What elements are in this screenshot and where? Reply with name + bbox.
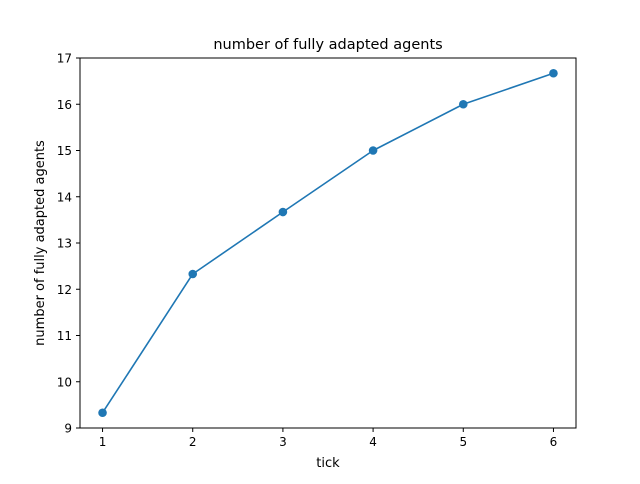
data-point <box>549 68 558 78</box>
x-tick-label: 5 <box>459 435 467 449</box>
y-tick-label: 9 <box>64 422 72 436</box>
y-tick-label: 11 <box>57 329 72 343</box>
data-point <box>278 207 288 217</box>
x-tick-label: 4 <box>369 435 377 449</box>
x-tick-label: 6 <box>550 435 558 449</box>
x-tick-label: 3 <box>279 435 287 449</box>
x-axis-label: tick <box>316 456 340 471</box>
data-point <box>458 99 468 109</box>
data-point <box>368 146 378 155</box>
y-axis-label: number of fully adapted agents <box>33 140 48 346</box>
data-point <box>98 408 107 418</box>
axes-frame <box>79 57 577 429</box>
y-tick-label: 16 <box>57 98 72 112</box>
x-tick-label: 1 <box>99 435 107 449</box>
y-tick-label: 10 <box>57 375 72 389</box>
x-tick-label: 2 <box>189 435 197 449</box>
y-tick-label: 13 <box>57 237 72 251</box>
data-point <box>188 269 198 279</box>
y-tick-label: 14 <box>57 190 72 204</box>
y-tick-label: 12 <box>57 283 72 297</box>
y-tick-label: 17 <box>57 52 72 66</box>
chart-title: number of fully adapted agents <box>213 37 442 53</box>
series-line <box>101 72 554 414</box>
y-tick-label: 15 <box>57 144 72 158</box>
